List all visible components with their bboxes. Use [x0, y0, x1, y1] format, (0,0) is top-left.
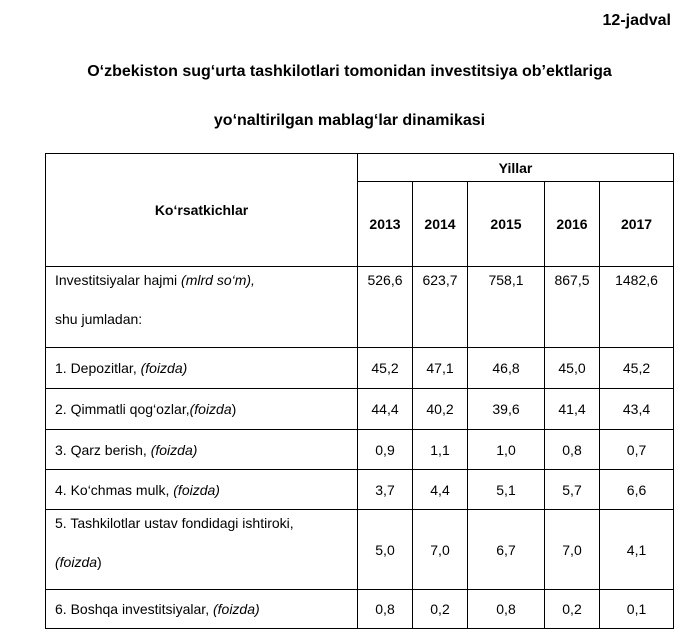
row-unit: (foizda)	[150, 441, 198, 458]
table-cell: 44,4	[357, 388, 413, 430]
table-cell: 5,7	[544, 469, 600, 510]
table-cell: 46,8	[467, 347, 545, 389]
row-unit-close: )	[231, 401, 237, 417]
table-row: 6. Boshqa investitsiyalar, (foizda) 0,8 …	[45, 589, 675, 629]
header-years-group: Yillar	[356, 153, 675, 182]
table-cell: 5,1	[467, 469, 545, 510]
row-unit: (foizda	[189, 401, 232, 417]
row-label: 1. Depozitlar, (foizda)	[45, 347, 358, 389]
row-label: 4. Ko‘chmas mulk, (foizda)	[45, 469, 358, 510]
table-cell: 40,2	[412, 388, 468, 430]
table-cell: 0,7	[598, 429, 675, 470]
row-label-text: 4. Ko‘chmas mulk,	[55, 481, 170, 498]
table-cell: 1,0	[467, 429, 545, 470]
table-cell: 0,2	[412, 589, 468, 629]
header-year: 2014	[412, 181, 468, 267]
row-unit: (foizda)	[140, 360, 188, 376]
table-cell: 6,6	[598, 469, 675, 510]
row-label-text: 2. Qimmatli qog‘ozlar,	[55, 401, 190, 417]
row-unit-close: )	[97, 554, 102, 570]
row-unit: (foizda)	[173, 481, 220, 498]
table-cell: 4,1	[598, 509, 675, 590]
table-cell: 7,0	[544, 509, 600, 590]
row-sublabel: shu jumladan:	[55, 311, 143, 327]
table-cell: 6,7	[467, 509, 545, 590]
row-label-text: Investitsiyalar hajmi	[55, 272, 178, 288]
table-number: 12-jadval	[602, 12, 671, 29]
table-cell: 45,0	[544, 347, 600, 389]
table-cell: 3,7	[357, 469, 413, 510]
table-cell: 47,1	[412, 347, 468, 389]
table-cell: 43,4	[598, 388, 675, 430]
table-row: 1. Depozitlar, (foizda) 45,2 47,1 46,8 4…	[45, 347, 675, 389]
table-cell: 526,6	[357, 266, 413, 348]
row-label-text: 1. Depozitlar,	[55, 360, 137, 376]
table-cell: 1,1	[412, 429, 468, 470]
title-line-1: O‘zbekiston sug‘urta tashkilotlari tomon…	[87, 63, 612, 80]
table-cell: 45,2	[357, 347, 413, 389]
table-cell: 758,1	[467, 266, 545, 348]
investment-table: Ko‘rsatkichlar Yillar 2013 2014 2015 201…	[45, 153, 675, 629]
table-cell: 867,5	[544, 266, 600, 348]
table-cell: 4,4	[412, 469, 468, 510]
header-year: 2013	[357, 181, 413, 267]
row-label-text: 3. Qarz berish,	[55, 441, 147, 458]
table-cell: 7,0	[412, 509, 468, 590]
row-unit: (foizda)	[212, 601, 260, 617]
table-cell: 0,8	[467, 589, 545, 629]
title-line-2: yo‘naltirilgan mablag‘lar dinamikasi	[213, 112, 486, 129]
row-label-text: 5. Tashkilotlar ustav fondidagi ishtirok…	[55, 515, 294, 531]
table-cell: 623,7	[412, 266, 468, 348]
header-indicators: Ko‘rsatkichlar	[45, 153, 358, 267]
table-cell: 0,8	[357, 589, 413, 629]
table-row: 4. Ko‘chmas mulk, (foizda) 3,7 4,4 5,1 5…	[45, 469, 675, 510]
table-cell: 0,9	[357, 429, 413, 470]
table-row: 5. Tashkilotlar ustav fondidagi ishtirok…	[45, 509, 675, 590]
row-label: 2. Qimmatli qog‘ozlar,(foizda)	[45, 388, 358, 430]
table-cell: 39,6	[467, 388, 545, 430]
table-cell: 0,1	[598, 589, 675, 629]
table-cell: 1482,6	[598, 266, 675, 348]
table-cell: 41,4	[544, 388, 600, 430]
table-cell: 45,2	[598, 347, 675, 389]
table-cell: 0,2	[544, 589, 600, 629]
row-label-text: 6. Boshqa investitsiyalar,	[55, 601, 210, 617]
row-label: Investitsiyalar hajmi (mlrd so‘m), shu j…	[45, 266, 358, 348]
header-year: 2017	[598, 181, 675, 267]
row-unit: (mlrd so‘m),	[181, 272, 255, 288]
row-unit: (foizda	[55, 554, 98, 570]
row-label: 3. Qarz berish, (foizda)	[45, 429, 358, 470]
table-row: 3. Qarz berish, (foizda) 0,9 1,1 1,0 0,8…	[45, 429, 675, 470]
header-year: 2015	[467, 181, 545, 267]
table-cell: 5,0	[357, 509, 413, 590]
row-label: 6. Boshqa investitsiyalar, (foizda)	[45, 589, 358, 629]
row-label: 5. Tashkilotlar ustav fondidagi ishtirok…	[45, 509, 358, 590]
header-year: 2016	[544, 181, 600, 267]
table-row: Investitsiyalar hajmi (mlrd so‘m), shu j…	[45, 266, 675, 348]
table-row: 2. Qimmatli qog‘ozlar,(foizda) 44,4 40,2…	[45, 388, 675, 430]
table-cell: 0,8	[544, 429, 600, 470]
